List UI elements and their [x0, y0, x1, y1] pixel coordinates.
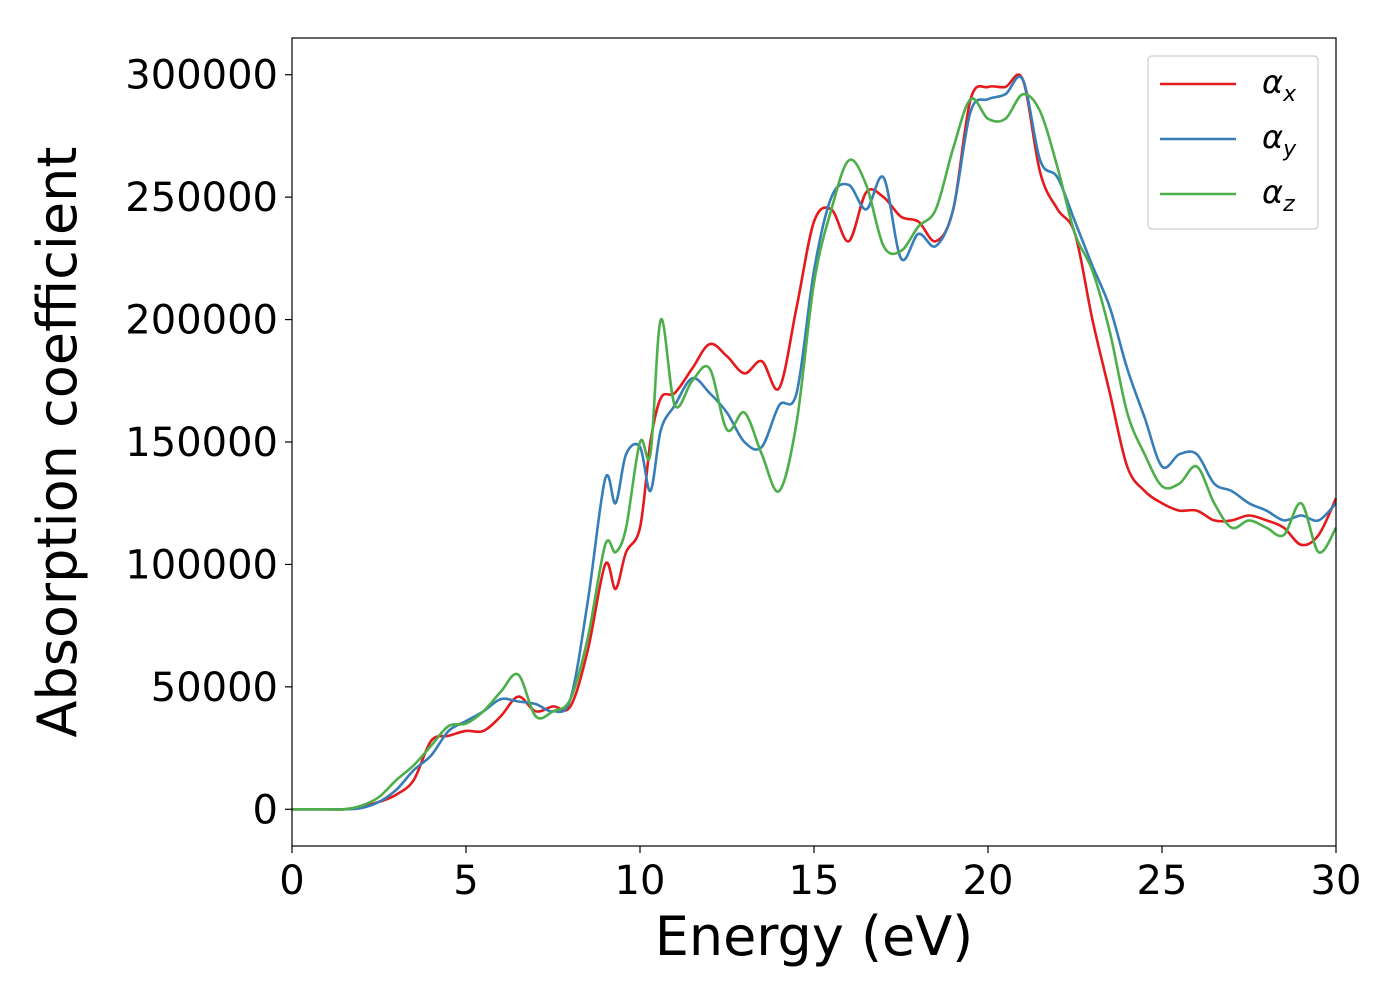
- x-tick-label: 30: [1311, 858, 1362, 904]
- legend-label: αy: [1262, 118, 1297, 162]
- series-group: [292, 73, 1338, 811]
- y-tick-label: 50000: [151, 665, 278, 711]
- x-tick-label: 15: [789, 858, 840, 904]
- series-line-0: [292, 73, 1338, 811]
- series-line-1: [292, 75, 1337, 811]
- x-tick-label: 0: [279, 858, 304, 904]
- x-axis-label: Energy (eV): [655, 905, 974, 968]
- legend: αx αy αz: [1147, 55, 1319, 230]
- y-axis-label: Absorption coefficient: [26, 147, 89, 738]
- y-tick-label: 250000: [125, 175, 278, 221]
- y-tick-label: 300000: [125, 53, 278, 99]
- x-tick-label: 20: [963, 858, 1014, 904]
- x-axis-ticks: 0 5 10 15 20 25 30: [279, 846, 1361, 904]
- y-tick-label: 200000: [125, 298, 278, 344]
- y-axis-ticks: 0 50000 100000 150000 200000 250000 300000: [125, 53, 292, 833]
- y-tick-label: 150000: [125, 420, 278, 466]
- legend-label: αx: [1262, 63, 1297, 107]
- legend-box: [1147, 55, 1319, 230]
- x-tick-label: 5: [453, 858, 478, 904]
- x-tick-label: 25: [1137, 858, 1188, 904]
- x-tick-label: 10: [615, 858, 666, 904]
- series-line-2: [292, 92, 1338, 811]
- y-tick-label: 0: [253, 787, 278, 833]
- legend-label: αz: [1262, 173, 1295, 217]
- y-tick-label: 100000: [125, 542, 278, 588]
